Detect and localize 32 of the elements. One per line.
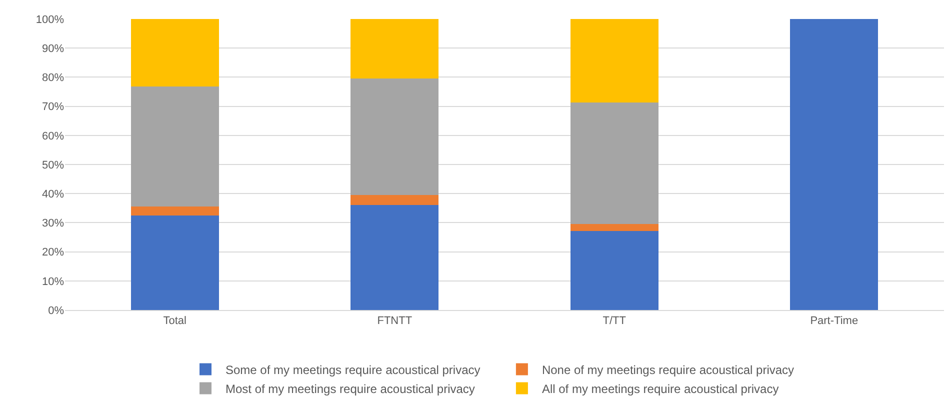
y-tick-label: 90%: [42, 42, 64, 55]
x-tick-label: Part-Time: [810, 315, 858, 328]
y-tick-label: 40%: [42, 188, 64, 200]
bar: [350, 19, 439, 79]
bar: [130, 215, 219, 310]
y-tick-label: 80%: [42, 72, 64, 84]
bar: [570, 102, 658, 224]
bar: [350, 195, 439, 206]
y-tick-label: 30%: [42, 218, 64, 230]
y-tick-label: 70%: [42, 101, 64, 114]
y-tick-label: 20%: [42, 246, 64, 259]
y-tick-label: 0%: [48, 304, 64, 317]
y-tick-label: 50%: [42, 159, 64, 172]
legend-label: Some of my meetings require acoustical privacy: [226, 362, 480, 377]
bar: [570, 230, 658, 310]
bar: [350, 78, 439, 196]
bar: [130, 86, 219, 207]
legend-label: Most of my meetings require acoustical privacy: [226, 382, 475, 396]
x-tick-label: T/TT: [602, 315, 626, 328]
y-tick-label: 60%: [42, 130, 64, 142]
bar: [570, 19, 658, 103]
bar: [350, 205, 439, 310]
bar: [130, 19, 219, 87]
legend-label: All of my meetings require acoustical privacy: [542, 382, 779, 396]
bar: [570, 224, 658, 231]
legend-label: None of my meetings require acoustical privacy: [542, 362, 794, 377]
y-tick-label: 100%: [36, 14, 64, 26]
bar: [130, 206, 219, 216]
y-tick-label: 10%: [42, 276, 64, 288]
x-tick-label: FTNTT: [377, 315, 412, 328]
bar: [790, 19, 878, 310]
x-tick-label: Total: [163, 315, 187, 328]
